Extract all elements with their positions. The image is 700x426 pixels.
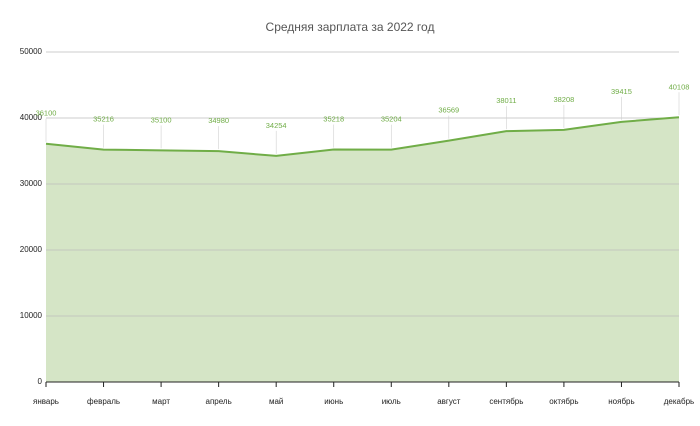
- chart-title: Средняя зарплата за 2022 год: [266, 20, 435, 34]
- value-label: 36569: [438, 106, 459, 115]
- value-label: 35216: [93, 115, 114, 124]
- value-label: 35218: [323, 115, 344, 124]
- y-tick-label: 10000: [20, 311, 43, 320]
- x-tick-label: август: [437, 397, 461, 406]
- x-tick-label: сентябрь: [489, 397, 523, 406]
- value-label: 39415: [611, 87, 632, 96]
- value-label: 34254: [266, 121, 287, 130]
- y-tick-label: 50000: [20, 47, 43, 56]
- y-tick-label: 20000: [20, 245, 43, 254]
- x-tick-label: май: [269, 397, 283, 406]
- value-label: 38208: [553, 95, 574, 104]
- x-tick-label: апрель: [206, 397, 232, 406]
- x-tick-label: декабрь: [664, 397, 694, 406]
- value-label: 36100: [36, 109, 57, 118]
- value-label: 35100: [151, 115, 172, 124]
- value-label: 40108: [669, 82, 690, 91]
- x-tick-label: январь: [33, 397, 59, 406]
- x-tick-label: июль: [382, 397, 401, 406]
- value-label: 35204: [381, 115, 402, 124]
- value-label: 38011: [496, 96, 516, 105]
- y-tick-label: 40000: [20, 113, 43, 122]
- x-tick-label: ноябрь: [608, 397, 634, 406]
- value-label: 34980: [208, 116, 229, 125]
- x-tick-label: февраль: [87, 397, 120, 406]
- x-tick-label: март: [152, 397, 170, 406]
- y-tick-label: 0: [38, 377, 43, 386]
- x-tick-label: октябрь: [549, 397, 578, 406]
- y-tick-label: 30000: [20, 179, 43, 188]
- x-tick-label: июнь: [324, 397, 343, 406]
- line: [45, 116, 680, 157]
